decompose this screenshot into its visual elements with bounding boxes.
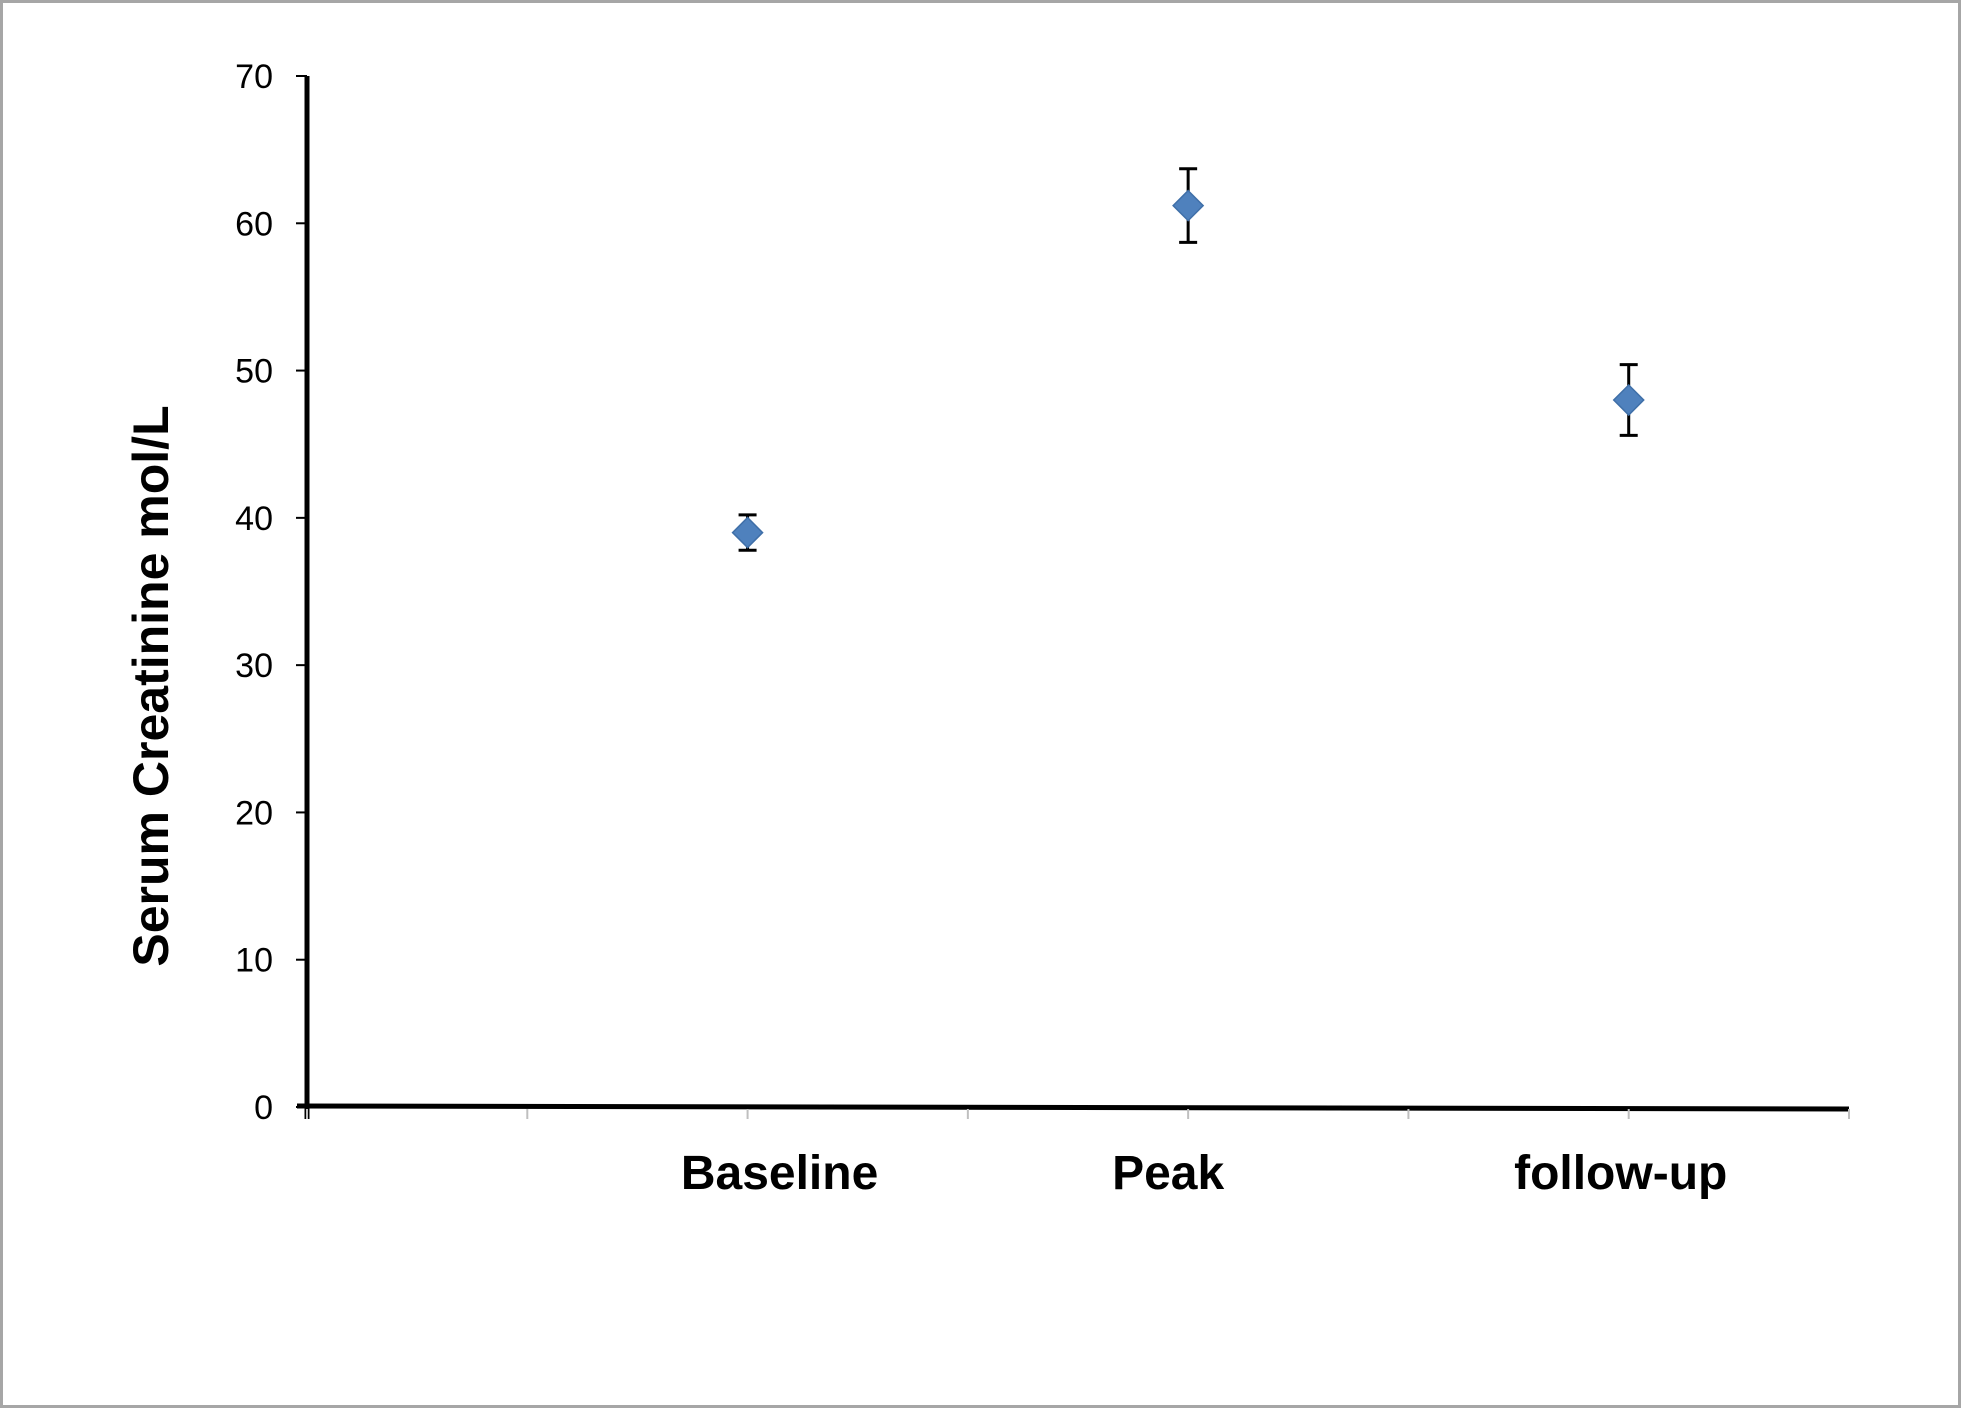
y-axis-ticks: 0 10 20 30 40 50 60 70 <box>235 58 307 1127</box>
y-tick-label: 70 <box>235 58 273 96</box>
y-tick-label: 20 <box>235 794 273 832</box>
y-tick-label: 40 <box>235 500 273 538</box>
x-axis-category-labels: Baseline Peak follow-up <box>681 1147 1727 1200</box>
x-category-label: Baseline <box>681 1147 878 1200</box>
x-category-label: follow-up <box>1514 1147 1727 1200</box>
chart-canvas: Serum Creatinine mol/L 0 10 20 30 40 50 60 70 B… <box>123 58 1850 1200</box>
y-tick-label: 50 <box>235 353 273 391</box>
data-points <box>731 167 1645 552</box>
y-tick-label: 10 <box>235 942 273 980</box>
y-tick-label: 60 <box>235 205 273 243</box>
x-axis-ticks <box>306 1109 1850 1119</box>
y-tick-label: 0 <box>254 1089 273 1127</box>
data-point-diamond <box>1172 189 1205 222</box>
y-axis-title: Serum Creatinine mol/L <box>123 405 179 966</box>
data-point-diamond <box>1612 383 1645 417</box>
y-tick-label: 30 <box>235 647 273 685</box>
x-category-label: Peak <box>1112 1147 1224 1200</box>
x-axis-line <box>296 1103 1850 1112</box>
data-point-diamond <box>731 516 764 549</box>
